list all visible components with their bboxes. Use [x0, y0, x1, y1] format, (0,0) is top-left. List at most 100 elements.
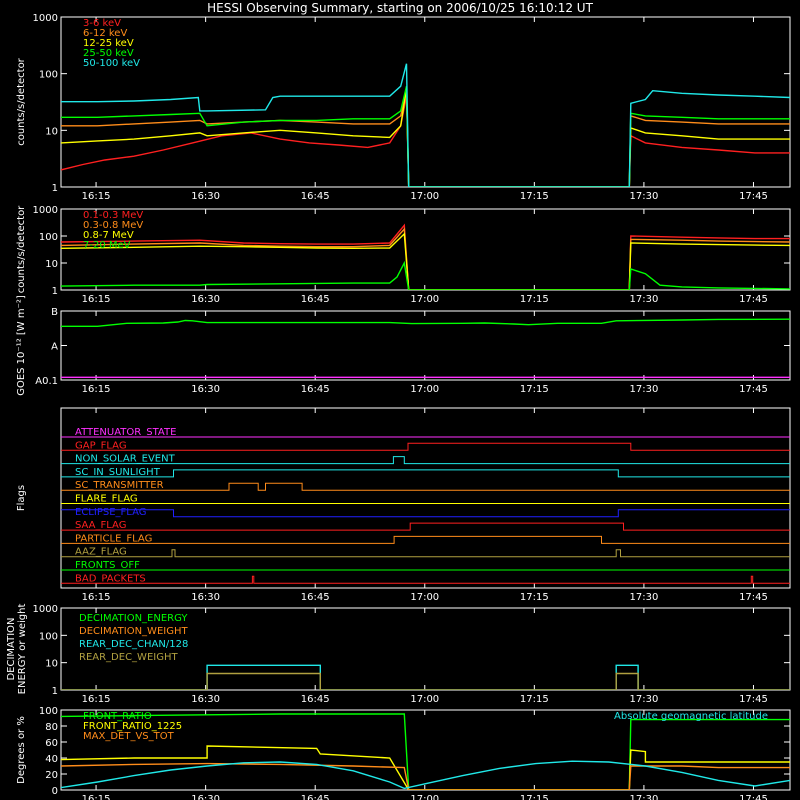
- y-tick-label: 10: [45, 659, 58, 670]
- y-tick-label: 20: [45, 770, 58, 781]
- y-tick-label: 80: [45, 722, 58, 733]
- x-tick-label: 16:15: [82, 384, 111, 395]
- flag-line-aaz-flag: [61, 549, 790, 558]
- y-tick-label: 100: [39, 70, 58, 81]
- x-tick-label: 16:15: [82, 294, 111, 305]
- x-tick-label: 17:15: [520, 191, 549, 202]
- flag-line-non-solar-event: [61, 456, 790, 465]
- flag-label: GAP_FLAG: [75, 440, 127, 451]
- x-tick-label: 16:45: [301, 592, 330, 603]
- x-tick-label: 17:15: [520, 794, 549, 800]
- x-tick-label: 16:30: [191, 384, 220, 395]
- series-group: [61, 63, 790, 187]
- series-line-rear-dec-weight: [61, 672, 790, 690]
- legend-entry: REAR_DEC_CHAN/128: [79, 639, 188, 650]
- x-tick-label: 17:45: [739, 592, 768, 603]
- legend-entry: FRONT_RATIO_1225: [83, 721, 182, 732]
- x-tick-label: 16:15: [82, 694, 111, 705]
- series-line-50-100-kev: [61, 63, 790, 187]
- panels-layer: 16:15 16:30 16:45 17:00 17:15 17:30 17:45 count…: [6, 13, 791, 800]
- series-line-0-8-7-mev: [61, 232, 790, 290]
- legend-entry: FRONT_RATIO: [83, 711, 152, 722]
- flag-label: AAZ_FLAG: [75, 547, 127, 558]
- flag-label: NON_SOLAR_EVENT: [75, 454, 176, 465]
- right-legend-label: Absolute geomagnetic latitude: [614, 711, 768, 722]
- series-line-max-det-vs-tot: [61, 762, 790, 790]
- panel-frame: [60, 407, 791, 589]
- legend-entry: 0.8-7 MeV: [83, 230, 134, 241]
- panel-frame: [60, 310, 791, 381]
- legend-entry: 12-25 keV: [83, 38, 134, 49]
- y-tick-label: 10: [45, 259, 58, 270]
- y-tick-label: 1000: [33, 604, 58, 615]
- x-tick-label: 16:15: [82, 191, 111, 202]
- series-group: [61, 713, 790, 790]
- x-tick-label: 17:30: [629, 191, 658, 202]
- legend-entry: 25-50 keV: [83, 48, 134, 59]
- series-line-3-6-kev: [61, 96, 790, 187]
- flag-line-eclipse-flag: [61, 509, 790, 518]
- series-line-absolute-geomagnetic-latitude: [61, 760, 790, 790]
- flag-line-bad-packets: [61, 575, 790, 584]
- y-tick-label: 100: [39, 232, 58, 243]
- y-tick-label: 1000: [33, 13, 58, 24]
- series-line-goes-long: [61, 318, 790, 327]
- x-tick-label: 17:30: [629, 384, 658, 395]
- flag-line-gap-flag: [61, 442, 790, 451]
- x-tick-label: 17:15: [520, 294, 549, 305]
- x-tick-label: 17:00: [410, 384, 439, 395]
- y-tick-label: A0.1: [35, 376, 58, 387]
- x-tick-label: 17:30: [629, 694, 658, 705]
- series-line-front-ratio: [61, 713, 790, 790]
- y-tick-label: 1: [52, 686, 58, 697]
- y-tick-label: 10: [45, 126, 58, 137]
- x-tick-label: 17:00: [410, 294, 439, 305]
- legend-entry: DECIMATION_WEIGHT: [79, 626, 188, 637]
- legend-entry: MAX_DET_VS_TOT: [83, 731, 175, 742]
- y-tick-label: 0: [52, 786, 58, 797]
- y-tick-label: 1: [52, 183, 58, 194]
- y-tick-label: 60: [45, 738, 58, 749]
- series-group: [61, 223, 790, 290]
- x-tick-label: 17:45: [739, 191, 768, 202]
- panel-goes: 16:15 16:30 16:45 17:00 17:15 17:30 17:45 GOES …: [16, 295, 791, 396]
- x-tick-label: 17:15: [520, 592, 549, 603]
- y-axis-label: GOES 10⁻¹² [W m⁻²]: [16, 295, 27, 396]
- panel-frame: [60, 16, 791, 188]
- y-axis-label: counts/s/detector: [16, 205, 27, 293]
- x-tick-label: 16:45: [301, 294, 330, 305]
- flag-label: ECLIPSE_FLAG: [75, 507, 146, 518]
- flag-label: SC_TRANSMITTER: [75, 480, 164, 491]
- panel-lightcurve_low: 16:15 16:30 16:45 17:00 17:15 17:30 17:45 count…: [16, 13, 791, 202]
- plot-title: HESSI Observing Summary, starting on 200…: [207, 1, 593, 15]
- legend-entry: 0.3-0.8 MeV: [83, 220, 143, 231]
- panel-lightcurve_high: 16:15 16:30 16:45 17:00 17:15 17:30 17:45 count…: [16, 205, 791, 305]
- x-tick-label: 16:30: [191, 694, 220, 705]
- x-tick-label: 17:15: [520, 384, 549, 395]
- series-line-0-1-0-3-mev: [61, 223, 790, 290]
- y-axis-label-line2: ENERGY or weight: [17, 604, 28, 695]
- y-tick-label: 100: [39, 631, 58, 642]
- legend-entry: 0.1-0.3 MeV: [83, 210, 143, 221]
- x-tick-label: 17:30: [629, 294, 658, 305]
- series-group: [61, 318, 790, 378]
- x-tick-label: 17:15: [520, 694, 549, 705]
- x-tick-label: 16:15: [82, 794, 111, 800]
- x-tick-label: 16:45: [301, 794, 330, 800]
- x-tick-label: 16:45: [301, 384, 330, 395]
- legend-entry: 7-20 MeV: [83, 240, 131, 251]
- x-tick-label: 16:15: [82, 592, 111, 603]
- flag-label: FRONTS_OFF: [75, 560, 140, 571]
- series-line-7-20-mev: [61, 260, 790, 290]
- x-tick-label: 16:30: [191, 294, 220, 305]
- series-line-25-50-kev: [61, 86, 790, 187]
- flag-label: ATTENUATOR_STATE: [75, 427, 176, 438]
- x-tick-label: 16:45: [301, 694, 330, 705]
- x-tick-label: 17:00: [410, 794, 439, 800]
- x-tick-label: 17:45: [739, 294, 768, 305]
- flag-line-saa-flag: [61, 522, 790, 531]
- x-tick-label: 17:45: [739, 694, 768, 705]
- panel-ratios: 16:15 16:30 16:45 17:00 17:15 17:30 17:45 Degre…: [16, 706, 791, 800]
